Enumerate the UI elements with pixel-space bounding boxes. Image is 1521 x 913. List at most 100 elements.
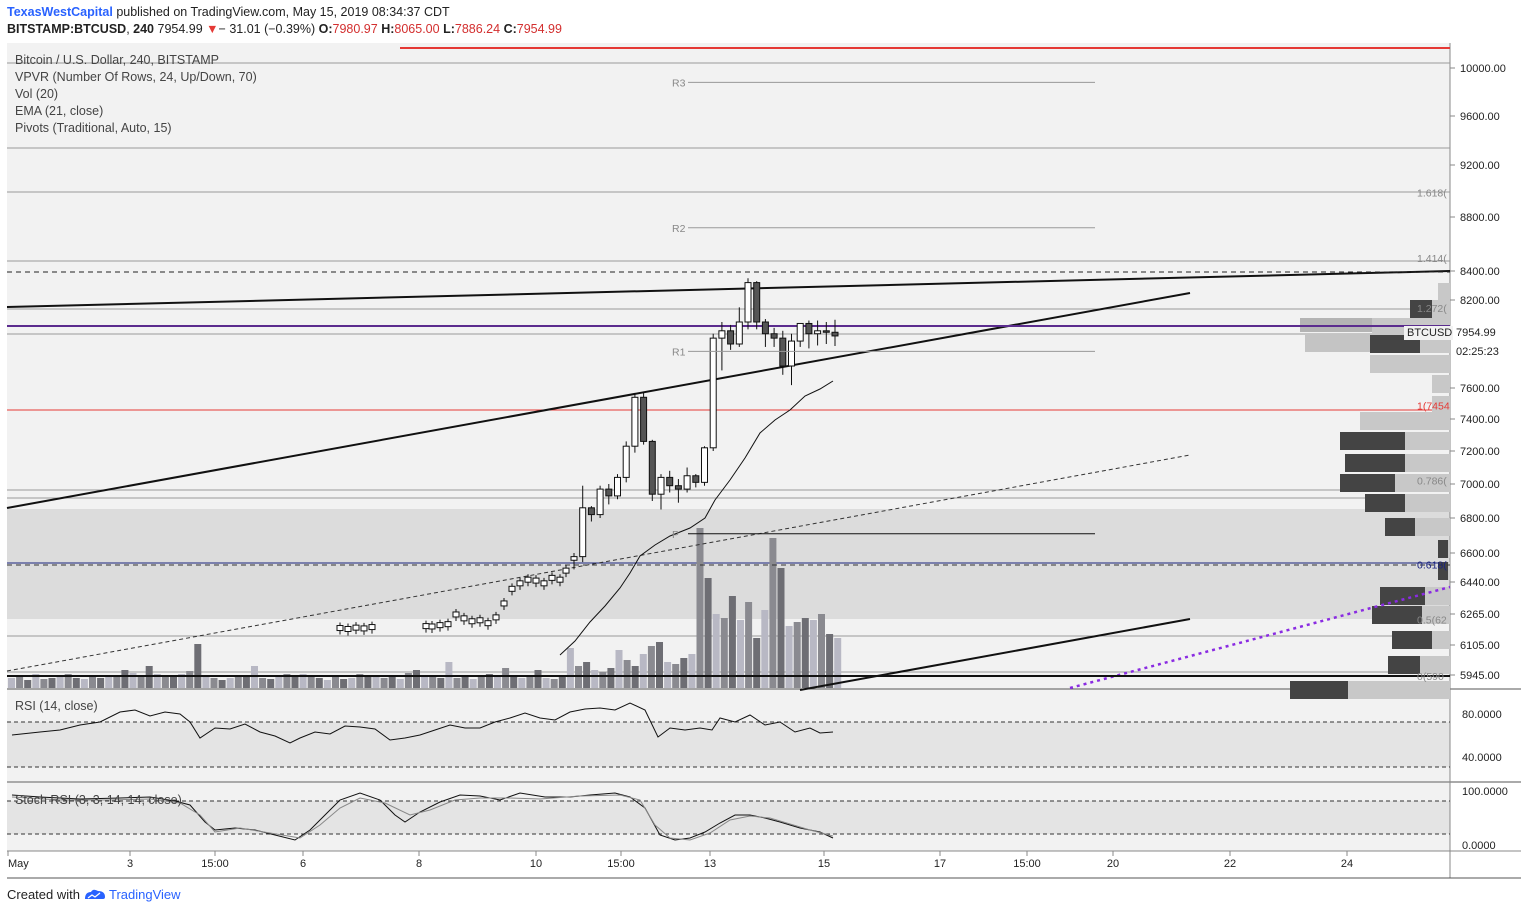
candle-body[interactable] — [648, 440, 656, 495]
candle-body[interactable] — [770, 333, 778, 339]
fib-label: 0.618( — [1417, 559, 1447, 571]
candle-body[interactable] — [640, 396, 648, 442]
time-axis-label: 15:00 — [201, 858, 229, 870]
candle-body[interactable] — [692, 475, 700, 483]
candle-body[interactable] — [822, 330, 830, 333]
candle-body[interactable] — [492, 614, 500, 621]
candle-body[interactable] — [444, 621, 452, 628]
ema-21-line — [559, 380, 834, 656]
candle-body[interactable] — [761, 321, 769, 335]
volume-bar — [89, 676, 96, 688]
candle-body[interactable] — [622, 445, 630, 478]
time-axis[interactable]: May 3 15:00 6 8 10 15:00 13 15 17 15:00 20 22 24 — [7, 851, 1353, 870]
volume-bar — [818, 614, 825, 688]
candle-body[interactable] — [562, 567, 570, 574]
tradingview-brand[interactable]: TradingView — [109, 887, 181, 902]
candle-body[interactable] — [805, 322, 813, 335]
candle-body[interactable] — [718, 330, 726, 339]
candle-body[interactable] — [709, 337, 717, 449]
candle-body[interactable] — [727, 330, 735, 345]
candle-body[interactable] — [422, 623, 430, 630]
candle-body[interactable] — [540, 580, 548, 587]
candle-body[interactable] — [596, 488, 604, 516]
candle-body[interactable] — [579, 507, 587, 558]
price-axis-label: 5945.00 — [1460, 670, 1500, 682]
candle-body[interactable] — [735, 321, 743, 345]
legend-ema[interactable]: EMA (21, close) — [15, 104, 104, 118]
candle-body[interactable] — [468, 618, 476, 625]
candle-body[interactable] — [516, 580, 524, 587]
stoch-k-line — [11, 792, 834, 841]
price-axis-label: 6265.00 — [1460, 609, 1500, 621]
time-axis-label: 15 — [818, 858, 830, 870]
candle-body[interactable] — [605, 488, 613, 497]
volume-bar — [477, 677, 485, 688]
candle-body[interactable] — [360, 625, 368, 632]
candle-body[interactable] — [701, 447, 708, 483]
fib-labels: 1.618(1.414(1.272(1(7454 0.786(0.618(0.5(… — [1417, 188, 1450, 684]
candle-body[interactable] — [570, 556, 578, 561]
tradingview-logo-icon — [84, 889, 105, 899]
candle-body[interactable] — [524, 576, 532, 583]
candle-body[interactable] — [452, 611, 460, 618]
price-axis-label: 6600.00 — [1460, 548, 1500, 560]
candle-body[interactable] — [336, 625, 344, 632]
candle-body[interactable] — [788, 340, 795, 367]
candle-body[interactable] — [666, 476, 674, 487]
volume-bar — [153, 674, 161, 688]
legend-vpvr[interactable]: VPVR (Number Of Rows, 24, Up/Down, 70) — [15, 70, 257, 84]
candle-body[interactable] — [556, 576, 564, 583]
candle-body[interactable] — [753, 282, 761, 323]
dashed-midline — [6, 454, 1191, 672]
candle-body[interactable] — [657, 476, 665, 495]
candle-body[interactable] — [631, 396, 639, 447]
legend-title[interactable]: Bitcoin / U.S. Dollar, 240, BITSTAMP — [15, 53, 220, 67]
volume-bar — [137, 676, 145, 688]
candle-body[interactable] — [500, 600, 508, 607]
candle-body[interactable] — [344, 626, 352, 632]
candle-body[interactable] — [614, 476, 621, 497]
candle-body[interactable] — [548, 574, 556, 581]
volume-bar — [226, 678, 234, 688]
volume-bar — [599, 672, 607, 688]
candle-body[interactable] — [532, 577, 540, 584]
vpvr-bar — [1370, 355, 1450, 373]
candle-body[interactable] — [779, 337, 787, 367]
candle-body[interactable] — [814, 330, 822, 335]
stoch-label[interactable]: Stoch RSI (3, 3, 14, 14, close) — [15, 793, 182, 807]
candle-body[interactable] — [796, 322, 804, 342]
candle-body[interactable] — [460, 615, 468, 622]
legend-vol[interactable]: Vol (20) — [15, 87, 59, 101]
candles[interactable] — [336, 278, 839, 636]
legend-pivots[interactable]: Pivots (Traditional, Auto, 15) — [15, 121, 172, 135]
vpvr-bar — [1360, 412, 1450, 430]
price-axis-label: 6440.00 — [1460, 577, 1500, 589]
candle-body[interactable] — [674, 485, 682, 490]
volume-bar — [404, 673, 412, 688]
candle-body[interactable] — [436, 622, 444, 629]
time-axis-label: 6 — [300, 858, 306, 870]
vpvr-bar-down — [1290, 681, 1348, 699]
candle-body[interactable] — [476, 617, 484, 624]
price-axis[interactable]: 10000.00 9600.00 9200.00 8800.00 8400.00 8200… — [1450, 63, 1506, 682]
vpvr-bar-down — [1388, 656, 1420, 674]
countdown-tag: 02:25:23 — [1453, 345, 1502, 359]
volume-bar — [48, 678, 56, 688]
candle-body[interactable] — [831, 331, 839, 337]
volume-bar — [826, 634, 834, 688]
candle-body[interactable] — [368, 624, 376, 631]
candle-body[interactable] — [428, 623, 436, 630]
candle-body[interactable] — [587, 507, 595, 516]
volume-bar — [323, 680, 331, 688]
rsi-label[interactable]: RSI (14, close) — [15, 699, 98, 713]
price-axis-label: 8800.00 — [1460, 212, 1500, 224]
candle-body[interactable] — [484, 620, 492, 627]
candle-body[interactable] — [744, 282, 752, 323]
candle-body[interactable] — [508, 585, 516, 592]
vpvr-bar-down — [1385, 518, 1415, 536]
author-name[interactable]: TexasWestCapital — [7, 5, 113, 19]
volume-bar — [591, 670, 599, 688]
candle-body[interactable] — [352, 624, 360, 631]
candle-body[interactable] — [683, 475, 691, 490]
